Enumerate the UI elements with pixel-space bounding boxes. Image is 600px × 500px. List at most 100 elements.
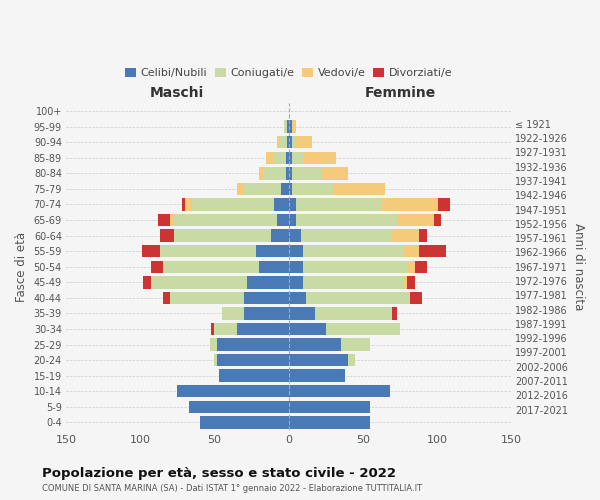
Bar — [263, 167, 286, 179]
Bar — [289, 354, 348, 366]
Bar — [247, 276, 289, 288]
Bar — [219, 370, 289, 382]
Bar — [382, 198, 439, 210]
Bar — [266, 152, 274, 164]
Bar — [287, 120, 289, 133]
Bar — [307, 292, 410, 304]
Bar — [415, 260, 427, 273]
Bar — [321, 167, 348, 179]
Bar — [286, 152, 289, 164]
Bar — [289, 198, 296, 210]
Bar — [439, 198, 451, 210]
Bar — [289, 214, 296, 226]
Bar — [274, 198, 289, 210]
Bar — [289, 323, 326, 335]
Bar — [244, 307, 289, 320]
Bar — [295, 136, 313, 148]
Bar — [397, 214, 434, 226]
Bar — [217, 338, 289, 351]
Bar — [189, 400, 289, 413]
Bar — [304, 276, 404, 288]
Bar — [286, 167, 289, 179]
Bar — [289, 370, 345, 382]
Bar — [304, 245, 404, 258]
Bar — [178, 385, 289, 398]
Bar — [289, 292, 307, 304]
Bar — [289, 338, 341, 351]
Bar — [419, 245, 446, 258]
Bar — [163, 292, 170, 304]
Bar — [185, 198, 192, 210]
Bar — [316, 307, 392, 320]
Bar — [142, 245, 160, 258]
Bar — [170, 214, 173, 226]
Bar — [296, 198, 382, 210]
Y-axis label: Fasce di età: Fasce di età — [15, 232, 28, 302]
Bar — [341, 338, 370, 351]
Bar — [211, 323, 214, 335]
Bar — [404, 245, 419, 258]
Bar — [292, 152, 304, 164]
Bar — [333, 182, 385, 195]
Bar — [289, 152, 292, 164]
Bar — [210, 338, 217, 351]
Bar — [292, 167, 321, 179]
Text: Maschi: Maschi — [150, 86, 205, 100]
Bar — [289, 245, 304, 258]
Bar — [348, 354, 355, 366]
Bar — [304, 260, 407, 273]
Bar — [289, 136, 292, 148]
Bar — [281, 182, 289, 195]
Bar — [256, 245, 289, 258]
Bar — [289, 260, 304, 273]
Bar — [274, 152, 286, 164]
Bar — [277, 214, 289, 226]
Bar — [410, 292, 422, 304]
Y-axis label: Anni di nascita: Anni di nascita — [572, 223, 585, 310]
Bar — [289, 307, 316, 320]
Bar — [158, 214, 170, 226]
Bar — [214, 323, 237, 335]
Bar — [289, 400, 370, 413]
Bar — [151, 260, 163, 273]
Bar — [214, 354, 217, 366]
Text: COMUNE DI SANTA MARINA (SA) - Dati ISTAT 1° gennaio 2022 - Elaborazione TUTTITAL: COMUNE DI SANTA MARINA (SA) - Dati ISTAT… — [42, 484, 422, 493]
Bar — [182, 198, 185, 210]
Bar — [237, 182, 244, 195]
Bar — [289, 416, 370, 428]
Bar — [289, 167, 292, 179]
Bar — [289, 120, 292, 133]
Bar — [143, 276, 151, 288]
Bar — [407, 276, 415, 288]
Bar — [160, 245, 256, 258]
Bar — [284, 120, 287, 133]
Bar — [434, 214, 442, 226]
Bar — [292, 120, 296, 133]
Bar — [407, 260, 415, 273]
Bar — [292, 136, 295, 148]
Bar — [392, 307, 397, 320]
Bar — [304, 152, 336, 164]
Bar — [259, 260, 289, 273]
Bar — [289, 182, 292, 195]
Bar — [277, 136, 280, 148]
Bar — [289, 276, 304, 288]
Bar — [163, 260, 259, 273]
Bar — [296, 214, 397, 226]
Bar — [419, 230, 427, 242]
Bar — [244, 182, 281, 195]
Legend: Celibi/Nubili, Coniugati/e, Vedovi/e, Divorziati/e: Celibi/Nubili, Coniugati/e, Vedovi/e, Di… — [121, 63, 457, 82]
Bar — [237, 323, 289, 335]
Bar — [192, 198, 274, 210]
Bar — [289, 385, 389, 398]
Bar — [271, 230, 289, 242]
Text: Popolazione per età, sesso e stato civile - 2022: Popolazione per età, sesso e stato civil… — [42, 468, 396, 480]
Bar — [280, 136, 287, 148]
Bar — [175, 230, 271, 242]
Bar — [151, 276, 247, 288]
Bar — [404, 276, 407, 288]
Bar — [301, 230, 392, 242]
Bar — [200, 416, 289, 428]
Text: Femmine: Femmine — [364, 86, 436, 100]
Bar — [292, 182, 333, 195]
